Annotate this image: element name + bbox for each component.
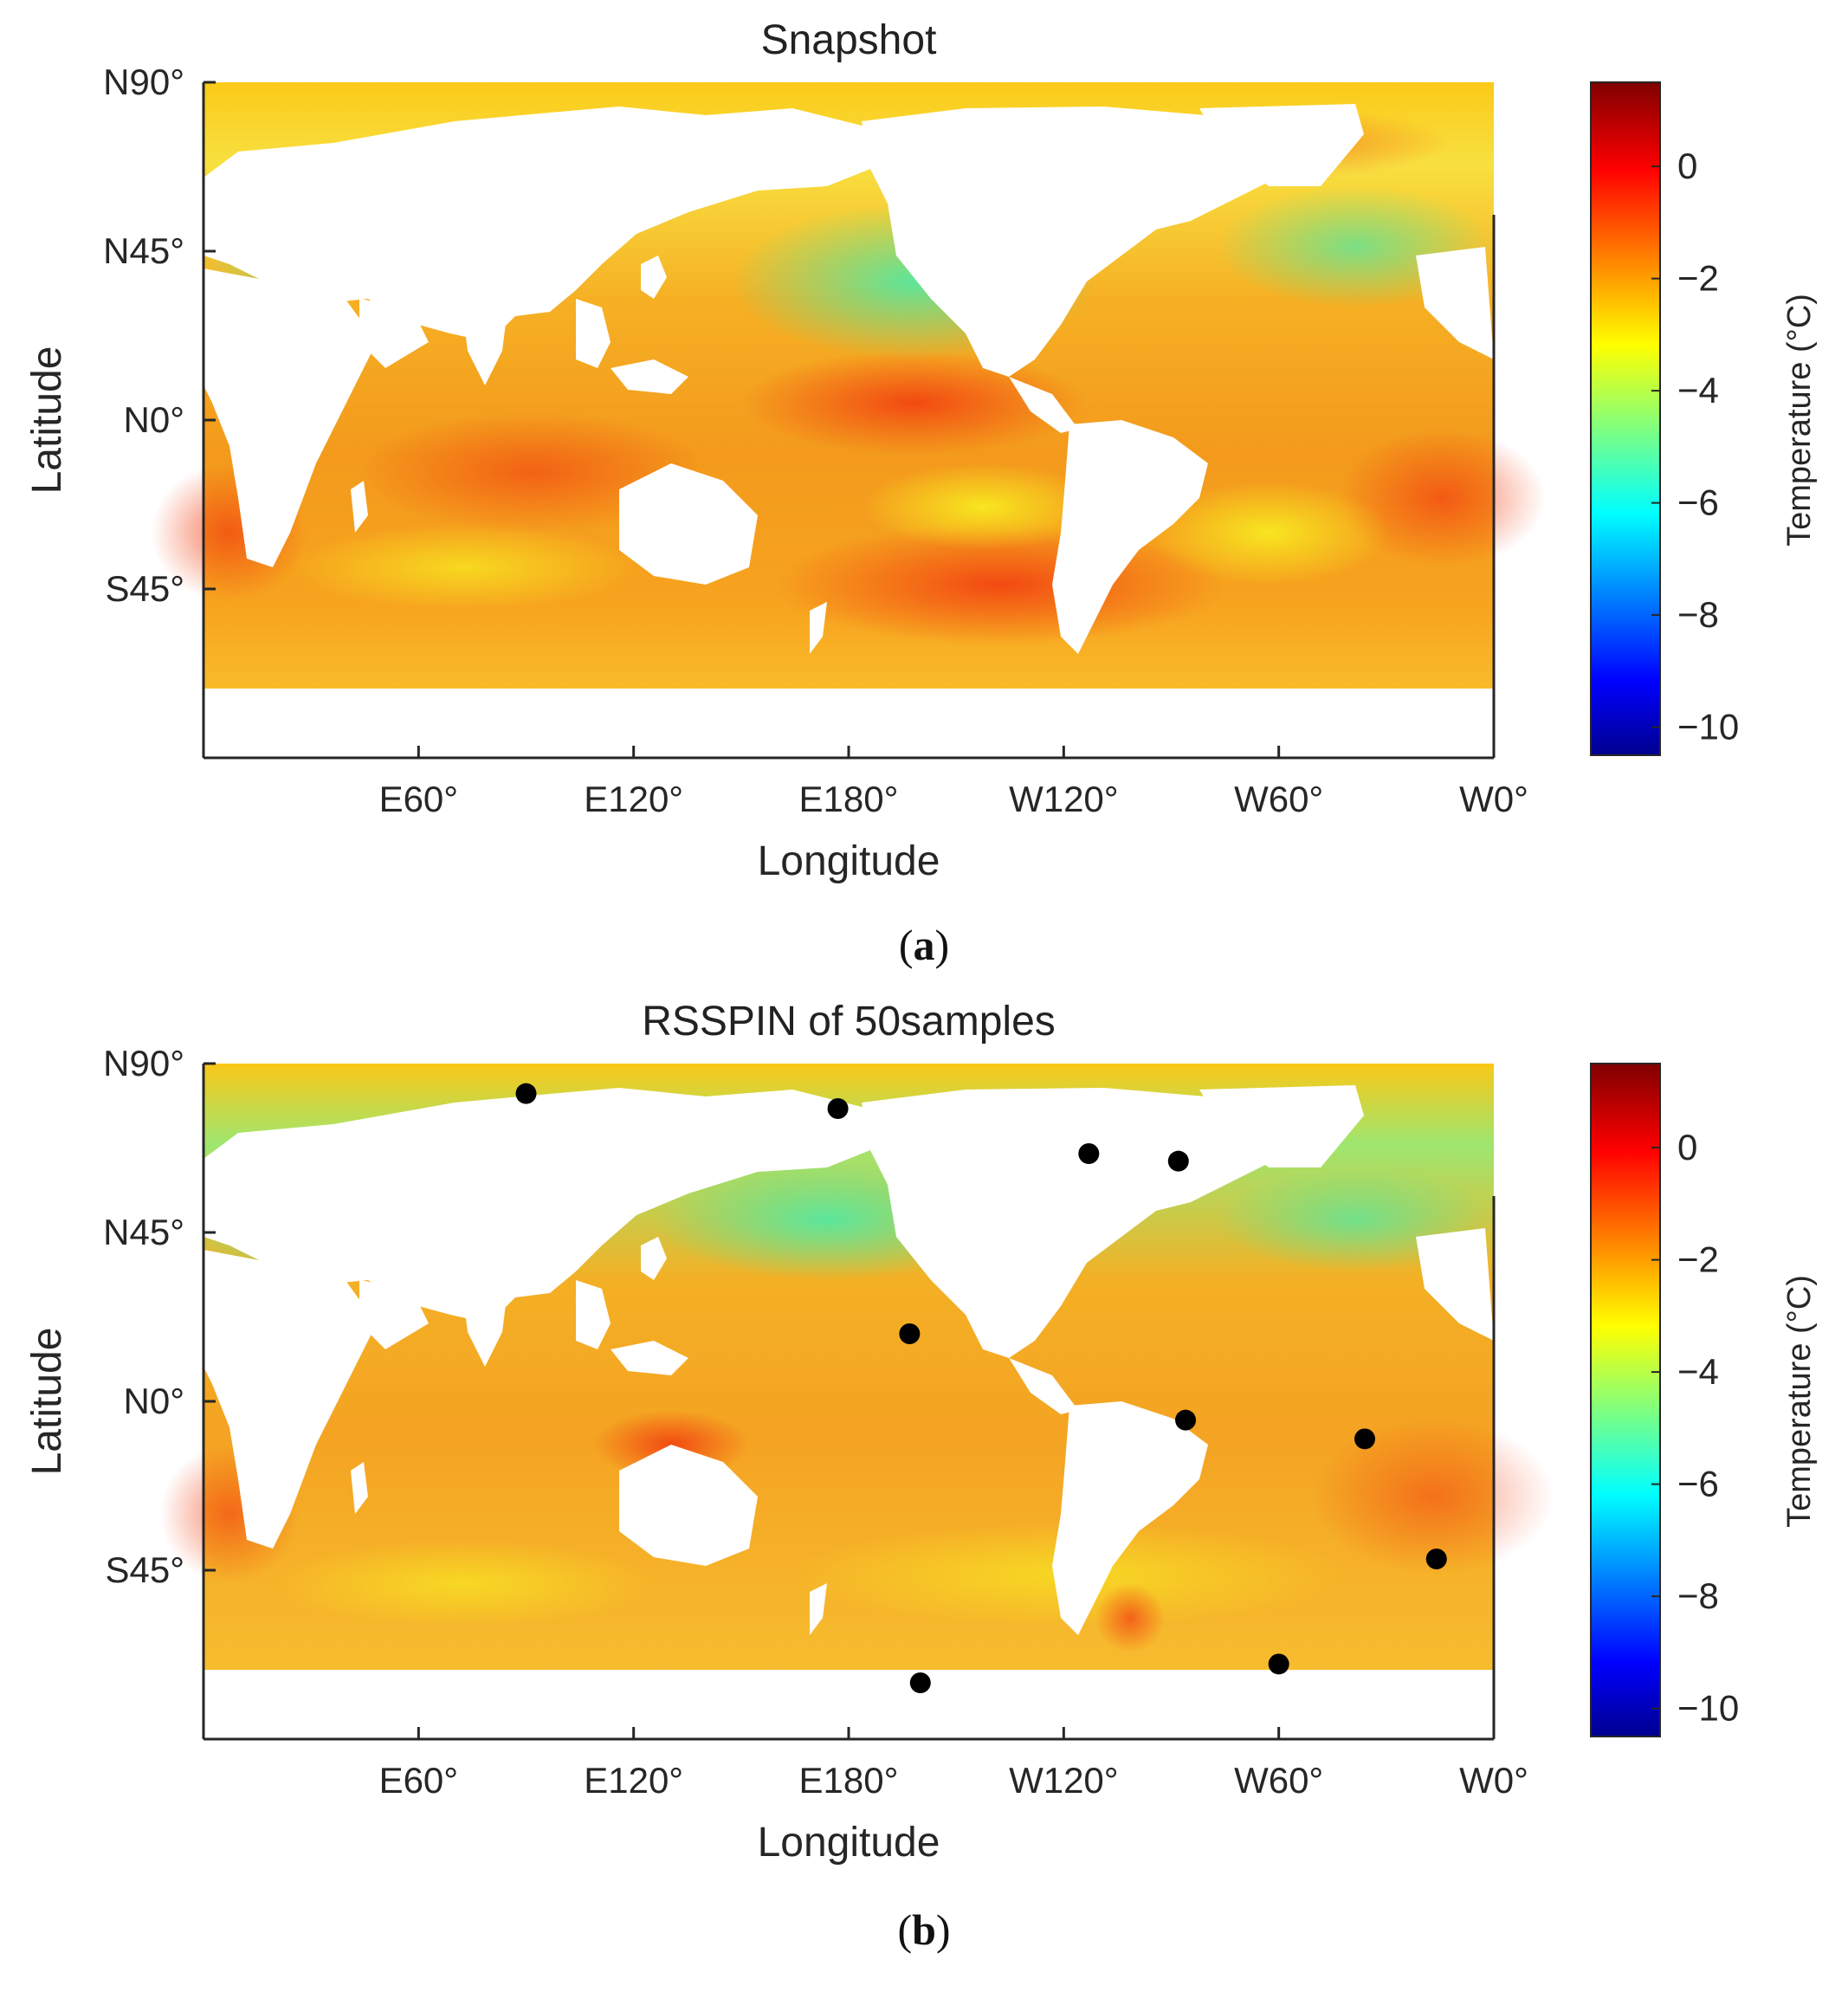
colorbar-tick-label: −6: [1677, 482, 1719, 523]
y-tick-label: N90°: [103, 1043, 184, 1083]
x-tick-label: E60°: [379, 1760, 459, 1801]
x-tick-label: W120°: [1009, 1760, 1119, 1801]
y-tick-label: S45°: [105, 1549, 184, 1590]
x-tick-label: W120°: [1009, 779, 1119, 819]
colorbar-tick-label: −8: [1677, 1575, 1719, 1616]
colorbar: 0 −2 −4 −6 −8 −10 Temperature (°C): [1590, 1063, 1818, 1737]
x-axis-label: Longitude: [758, 838, 940, 884]
colorbar-tick-label: −2: [1677, 1239, 1719, 1280]
sample-point: [827, 1098, 849, 1119]
y-axis-label: Latitude: [24, 346, 70, 495]
panel-label-b: (b): [897, 1905, 950, 1954]
x-tick-label: E120°: [584, 779, 683, 819]
y-tick-label: S45°: [105, 568, 184, 609]
x-ticks: E60° E120° E180° W120° W60° W0°: [379, 1727, 1528, 1801]
colorbar-label: Temperature (°C): [1781, 1275, 1818, 1528]
colorbar-ticks: 0 −2 −4 −6 −8 −10: [1651, 146, 1739, 747]
colorbar-tick-label: −8: [1677, 594, 1719, 635]
y-ticks: N90° N45° N0° S45°: [103, 61, 216, 609]
map-area: [152, 82, 1546, 758]
x-tick-label: W0°: [1459, 1760, 1528, 1801]
colorbar-tick-label: −4: [1677, 1351, 1719, 1392]
sample-point: [1078, 1143, 1100, 1164]
colorbar-tick-label: 0: [1677, 1127, 1697, 1167]
colorbar-scale: [1590, 81, 1661, 756]
x-tick-label: E120°: [584, 1760, 683, 1801]
y-tick-label: N0°: [124, 399, 185, 440]
x-tick-label: W60°: [1234, 1760, 1323, 1801]
sample-point: [1167, 1150, 1189, 1172]
colorbar-ticks: 0 −2 −4 −6 −8 −10: [1651, 1127, 1739, 1729]
y-tick-label: N45°: [103, 1212, 184, 1252]
sample-point: [515, 1083, 537, 1104]
y-axis-label: Latitude: [24, 1328, 70, 1476]
x-tick-label: E60°: [379, 779, 459, 819]
map-area: [160, 1064, 1554, 1739]
colorbar-tick-label: −10: [1677, 1688, 1739, 1729]
x-ticks: E60° E120° E180° W120° W60° W0°: [379, 746, 1528, 819]
colorbar-tick-label: 0: [1677, 146, 1697, 186]
sample-point: [899, 1323, 921, 1344]
x-tick-label: W0°: [1459, 779, 1528, 819]
sample-point: [1268, 1653, 1289, 1675]
y-tick-label: N0°: [124, 1381, 185, 1421]
panel-letter: b: [912, 1905, 936, 1954]
panel-letter: a: [914, 921, 935, 969]
colorbar-label: Temperature (°C): [1781, 294, 1818, 547]
y-tick-label: N90°: [103, 61, 184, 102]
panel-label-a: (a): [899, 921, 949, 969]
sample-point: [1425, 1549, 1447, 1569]
sample-point: [909, 1672, 931, 1693]
colorbar: 0 −2 −4 −6 −8 −10 Temperature (°C): [1590, 81, 1818, 756]
sample-points: [515, 1083, 1447, 1693]
colorbar-scale: [1590, 1063, 1661, 1737]
sample-point: [1175, 1409, 1197, 1431]
chart-title: Snapshot: [761, 17, 937, 63]
sample-point: [1354, 1428, 1375, 1450]
y-tick-label: N45°: [103, 230, 184, 271]
colorbar-tick-label: −6: [1677, 1464, 1719, 1504]
chart-title: RSSPIN of 50samples: [642, 999, 1056, 1045]
y-ticks: N90° N45° N0° S45°: [103, 1043, 216, 1590]
x-tick-label: E180°: [799, 1760, 899, 1801]
panel-b: RSSPIN of 50samples E60° E120° E180° W120° W…: [24, 999, 1818, 1954]
x-axis-label: Longitude: [758, 1820, 940, 1866]
colorbar-tick-label: −10: [1677, 707, 1739, 747]
x-tick-label: W60°: [1234, 779, 1323, 819]
colorbar-tick-label: −2: [1677, 258, 1719, 299]
panel-a: Snapshot E60° E120° E180° W120° W60° W0°: [24, 17, 1818, 969]
colorbar-tick-label: −4: [1677, 370, 1719, 411]
x-tick-label: E180°: [799, 779, 899, 819]
